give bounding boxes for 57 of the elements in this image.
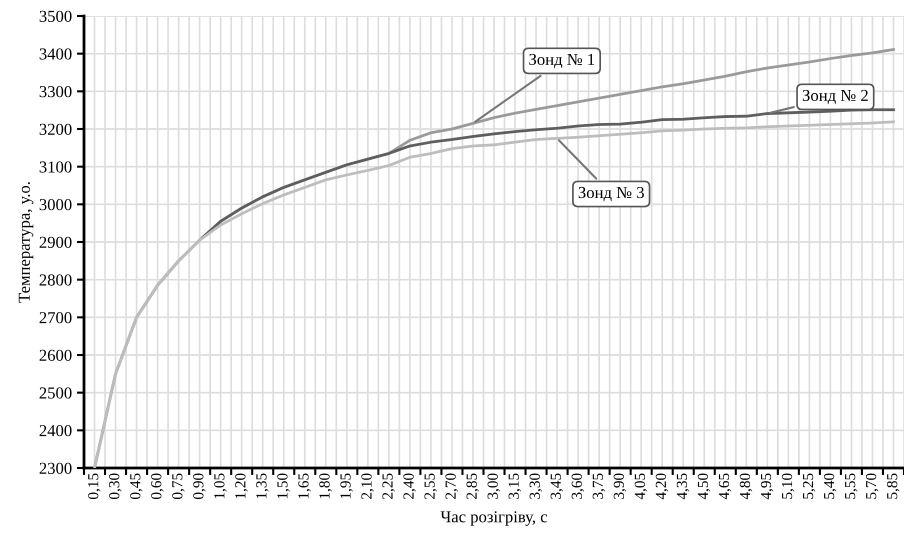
annotation: Зонд № 1 — [529, 54, 594, 68]
x-tick-label: 3,75 — [592, 473, 606, 499]
x-tick-label: 4,50 — [698, 473, 710, 500]
x-tick-label: 1,20 — [235, 473, 248, 498]
x-tick-label: 3,60 — [572, 473, 584, 499]
y-axis-title: Температура, у.о. — [18, 182, 34, 303]
y-tick-label: 3500 — [40, 10, 72, 22]
x-tick-label: 5,70 — [866, 473, 878, 499]
x-tick-label: 4,05 — [634, 473, 648, 500]
x-tick-label: 2,55 — [424, 473, 437, 499]
x-tick-label: 0,30 — [109, 473, 122, 500]
x-tick-label: 1,65 — [298, 473, 311, 498]
x-tick-label: 4,80 — [740, 473, 752, 500]
x-tick-label: 0,15 — [88, 473, 101, 500]
x-axis-title: Час розігріву, с — [440, 511, 548, 526]
x-tick-label: 4,65 — [718, 473, 732, 500]
x-tick-label: 1,50 — [277, 473, 290, 498]
x-tick-label: 2,10 — [361, 473, 374, 499]
x-tick-label: 3,00 — [488, 473, 500, 499]
x-tick-label: 3,90 — [614, 473, 626, 499]
x-tick-label: 4,95 — [760, 473, 774, 500]
y-tick-label: 2800 — [40, 274, 72, 286]
x-tick-label: 2,70 — [445, 473, 458, 499]
y-tick-label: 3400 — [40, 48, 72, 60]
x-tick-label: 2,40 — [403, 473, 416, 499]
x-tick-label: 3,30 — [530, 473, 542, 499]
x-tick-label: 0,75 — [172, 473, 185, 500]
x-tick-label: 3,45 — [550, 473, 564, 499]
x-tick-label: 5,55 — [845, 473, 858, 499]
annotation: Зонд № 2 — [802, 90, 868, 104]
x-tick-label: 5,10 — [782, 473, 794, 499]
x-tick-label: 1,05 — [214, 473, 227, 498]
y-tick-label: 3000 — [40, 199, 72, 210]
y-tick-label: 2400 — [40, 425, 72, 436]
x-tick-label: 3,15 — [508, 473, 522, 499]
y-tick-label: 2900 — [40, 236, 72, 248]
x-tick-label: 0,45 — [130, 473, 143, 500]
x-tick-label: 2,25 — [382, 473, 395, 499]
x-tick-label: 0,60 — [151, 473, 164, 500]
x-tick-label: 2,85 — [466, 473, 479, 499]
y-tick-label: 2300 — [40, 462, 72, 474]
x-tick-label: 5,40 — [824, 473, 836, 499]
x-tick-label: 5,25 — [802, 473, 816, 499]
y-tick-label: 3300 — [40, 86, 72, 98]
x-tick-label: 0,90 — [193, 473, 206, 500]
annotation: Зонд № 3 — [578, 186, 644, 202]
y-tick-label: 2700 — [40, 312, 72, 324]
x-tick-label: 4,35 — [676, 473, 690, 500]
x-tick-label: 5,85 — [887, 473, 900, 499]
x-tick-label: 4,20 — [656, 473, 668, 500]
x-tick-label: 1,95 — [340, 473, 353, 498]
y-tick-label: 2500 — [40, 387, 72, 399]
x-tick-label: 1,35 — [256, 473, 269, 498]
y-tick-label: 2600 — [40, 350, 72, 361]
y-tick-label: 3200 — [40, 124, 72, 135]
y-tick-label: 3100 — [40, 161, 72, 173]
x-tick-label: 1,80 — [319, 473, 332, 498]
